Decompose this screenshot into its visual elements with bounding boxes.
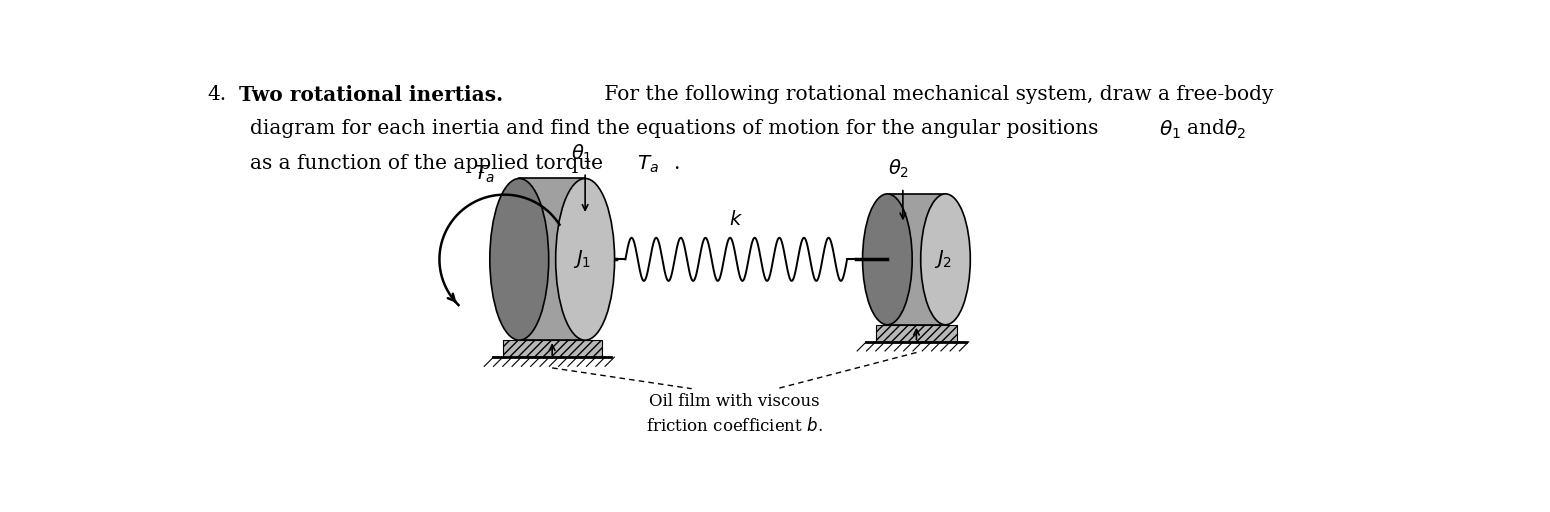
Bar	[876, 325, 956, 342]
Text: $J_2$: $J_2$	[935, 248, 952, 270]
Text: Two rotational inertias.: Two rotational inertias.	[239, 84, 502, 104]
Bar	[502, 340, 601, 357]
Text: as a function of the applied torque: as a function of the applied torque	[250, 154, 603, 173]
Text: $T_a$: $T_a$	[474, 164, 496, 185]
Text: 4.: 4.	[208, 84, 226, 103]
Text: $\theta_2$: $\theta_2$	[1224, 119, 1246, 141]
Text: diagram for each inertia and find the equations of motion for the angular positi: diagram for each inertia and find the eq…	[250, 119, 1097, 138]
Ellipse shape	[921, 194, 970, 325]
Ellipse shape	[862, 194, 911, 325]
Text: .: .	[673, 154, 679, 173]
Ellipse shape	[555, 179, 614, 340]
Polygon shape	[887, 194, 946, 325]
Text: $J_1$: $J_1$	[574, 248, 592, 270]
Polygon shape	[519, 179, 586, 340]
Text: $k$: $k$	[730, 209, 742, 228]
Text: $T_a$: $T_a$	[637, 154, 659, 175]
Text: For the following rotational mechanical system, draw a free-body: For the following rotational mechanical …	[598, 84, 1274, 103]
Text: and: and	[1187, 119, 1224, 138]
Ellipse shape	[490, 179, 549, 340]
Text: $\theta_2$: $\theta_2$	[888, 158, 910, 180]
Text: Oil film with viscous
friction coefficient $b$.: Oil film with viscous friction coefficie…	[646, 393, 823, 435]
Text: $\theta_1$: $\theta_1$	[570, 142, 592, 165]
Text: $\theta_1$: $\theta_1$	[1159, 119, 1181, 141]
